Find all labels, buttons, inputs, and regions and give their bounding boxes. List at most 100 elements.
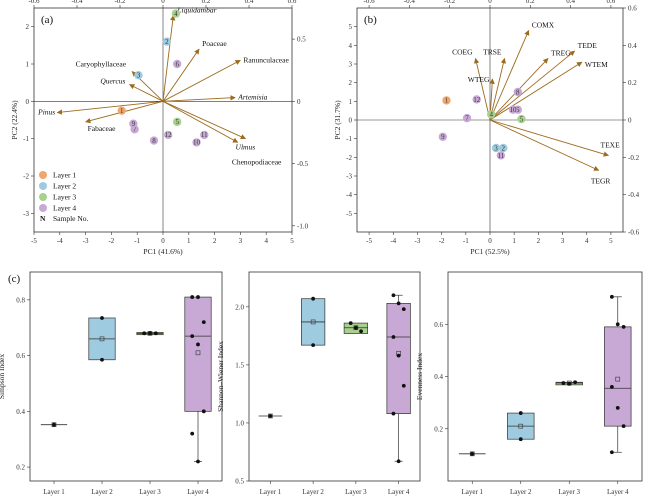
- panel-label: (b): [364, 14, 377, 26]
- vector-arrow: [162, 14, 176, 102]
- top-tick-label: -0.2: [444, 0, 456, 5]
- vector-label: Poaceae: [202, 39, 227, 48]
- top-tick-label: -0.4: [404, 0, 416, 5]
- top-tick-label: 0: [488, 0, 492, 5]
- mean-marker: [518, 423, 524, 429]
- data-point: [401, 307, 406, 312]
- x-tick-label: -5: [366, 237, 372, 245]
- y-tick-label: -1: [23, 135, 29, 143]
- sample-point: [163, 130, 173, 140]
- y-tick-label: 0.4: [16, 408, 25, 416]
- sample-number: 11: [201, 131, 208, 139]
- x-tick-label: 3: [239, 237, 243, 245]
- vector-label: TEGR: [591, 176, 611, 185]
- top-tick-label: 0.4: [566, 0, 575, 5]
- x-tick-label: Layer 4: [187, 488, 209, 496]
- sample-point: [513, 87, 523, 97]
- panel-label: (a): [41, 14, 54, 26]
- top-tick-label: -0.6: [364, 0, 376, 5]
- y-tick-label: 0.4: [434, 373, 443, 381]
- y-tick-label: -2: [346, 154, 352, 162]
- y-tick-label: 4: [349, 42, 353, 50]
- sample-point: [172, 59, 182, 69]
- sample-number: 10: [193, 139, 201, 147]
- y-tick-label: 0.2: [434, 425, 443, 433]
- vector-label: WTEM: [585, 60, 608, 69]
- top-tick-label: 0.2: [202, 0, 211, 5]
- vector-label: COMX: [532, 20, 555, 29]
- x-tick-label: -3: [83, 237, 89, 245]
- vector-label: TRSE: [483, 47, 502, 56]
- vector-label: Fabaceae: [88, 124, 117, 133]
- vector-arrow: [489, 119, 610, 157]
- y-axis-label: Evenness Index: [415, 353, 424, 401]
- sample-number: 4: [174, 10, 178, 18]
- sample-point: [162, 37, 172, 46]
- y-tick-label: -3: [23, 210, 29, 218]
- y-axis-label: PC2 (31.7%): [333, 100, 342, 140]
- y-tick-label: 5: [349, 23, 353, 31]
- y-tick-label: 0: [349, 117, 353, 125]
- data-point: [359, 329, 363, 334]
- plot-frame: [248, 271, 421, 482]
- data-point: [621, 424, 626, 429]
- right-tick-label: -0.5: [297, 160, 309, 168]
- y-tick-label: 1.0: [235, 419, 244, 427]
- x-tick-label: Layer 3: [558, 488, 580, 496]
- vector-arrow: [489, 50, 576, 121]
- y-tick-label: 0.2: [16, 464, 25, 472]
- vector-arrow: [489, 61, 583, 121]
- right-tick-label: 0.2: [628, 79, 637, 87]
- data-point: [311, 343, 316, 348]
- mean-marker: [51, 422, 57, 428]
- vector-label: WTEG: [468, 75, 490, 84]
- vector-label: TREG: [551, 48, 571, 57]
- sample-point: [499, 143, 508, 153]
- legend-swatch: [39, 193, 47, 201]
- x-tick-label: Layer 1: [43, 488, 65, 496]
- top-tick-label: 0.2: [526, 0, 535, 5]
- y-tick-label: 0.6: [434, 321, 443, 329]
- x-tick-label: 5: [609, 237, 613, 245]
- sample-point: [134, 71, 143, 80]
- legend-label: Layer 3: [53, 193, 76, 202]
- y-tick-label: -5: [346, 210, 352, 218]
- vector-arrow: [473, 57, 491, 121]
- data-point: [201, 320, 206, 325]
- x-tick-label: Layer 2: [510, 488, 532, 496]
- legend-sample-symbol: N: [40, 214, 46, 223]
- top-tick-label: 0.4: [245, 0, 254, 5]
- sample-number: 12: [473, 96, 481, 104]
- sample-number: 10: [509, 106, 517, 114]
- x-tick-label: Layer 3: [345, 488, 367, 496]
- vector-label: Liquidambar: [176, 5, 216, 14]
- mean-marker: [615, 376, 621, 382]
- data-point: [518, 437, 523, 442]
- x-tick-label: -3: [415, 237, 421, 245]
- mean-marker: [195, 350, 201, 356]
- x-axis-label: PC1 (41.6%): [143, 247, 183, 256]
- data-point: [615, 322, 620, 327]
- x-tick-label: Layer 3: [139, 488, 161, 496]
- legend-swatch: [39, 182, 47, 190]
- x-tick-label: 4: [585, 237, 589, 245]
- x-tick-label: 5: [290, 237, 294, 245]
- sample-number: 3: [494, 144, 498, 152]
- right-tick-label: -0.4: [628, 191, 640, 199]
- x-tick-label: 4: [264, 237, 268, 245]
- mean-marker: [147, 331, 153, 336]
- legend: Layer 1 Layer 2 Layer 3 Layer 4 N Sample No.: [39, 171, 89, 223]
- top-tick-label: -0.2: [114, 0, 126, 5]
- y-axis-label: Shannon–Wiener Index: [216, 341, 225, 412]
- vector-arrow: [162, 100, 247, 140]
- x-tick-label: Layer 4: [388, 488, 410, 496]
- vector-label: Artemisia: [237, 93, 267, 102]
- data-point: [518, 411, 523, 415]
- sample-number: 4: [489, 111, 493, 119]
- vector-arrow: [128, 84, 164, 102]
- mean-marker: [268, 413, 273, 419]
- x-tick-label: 3: [561, 237, 565, 245]
- sample-point: [192, 138, 201, 147]
- sample-number: 2: [502, 144, 506, 152]
- data-point: [561, 381, 566, 385]
